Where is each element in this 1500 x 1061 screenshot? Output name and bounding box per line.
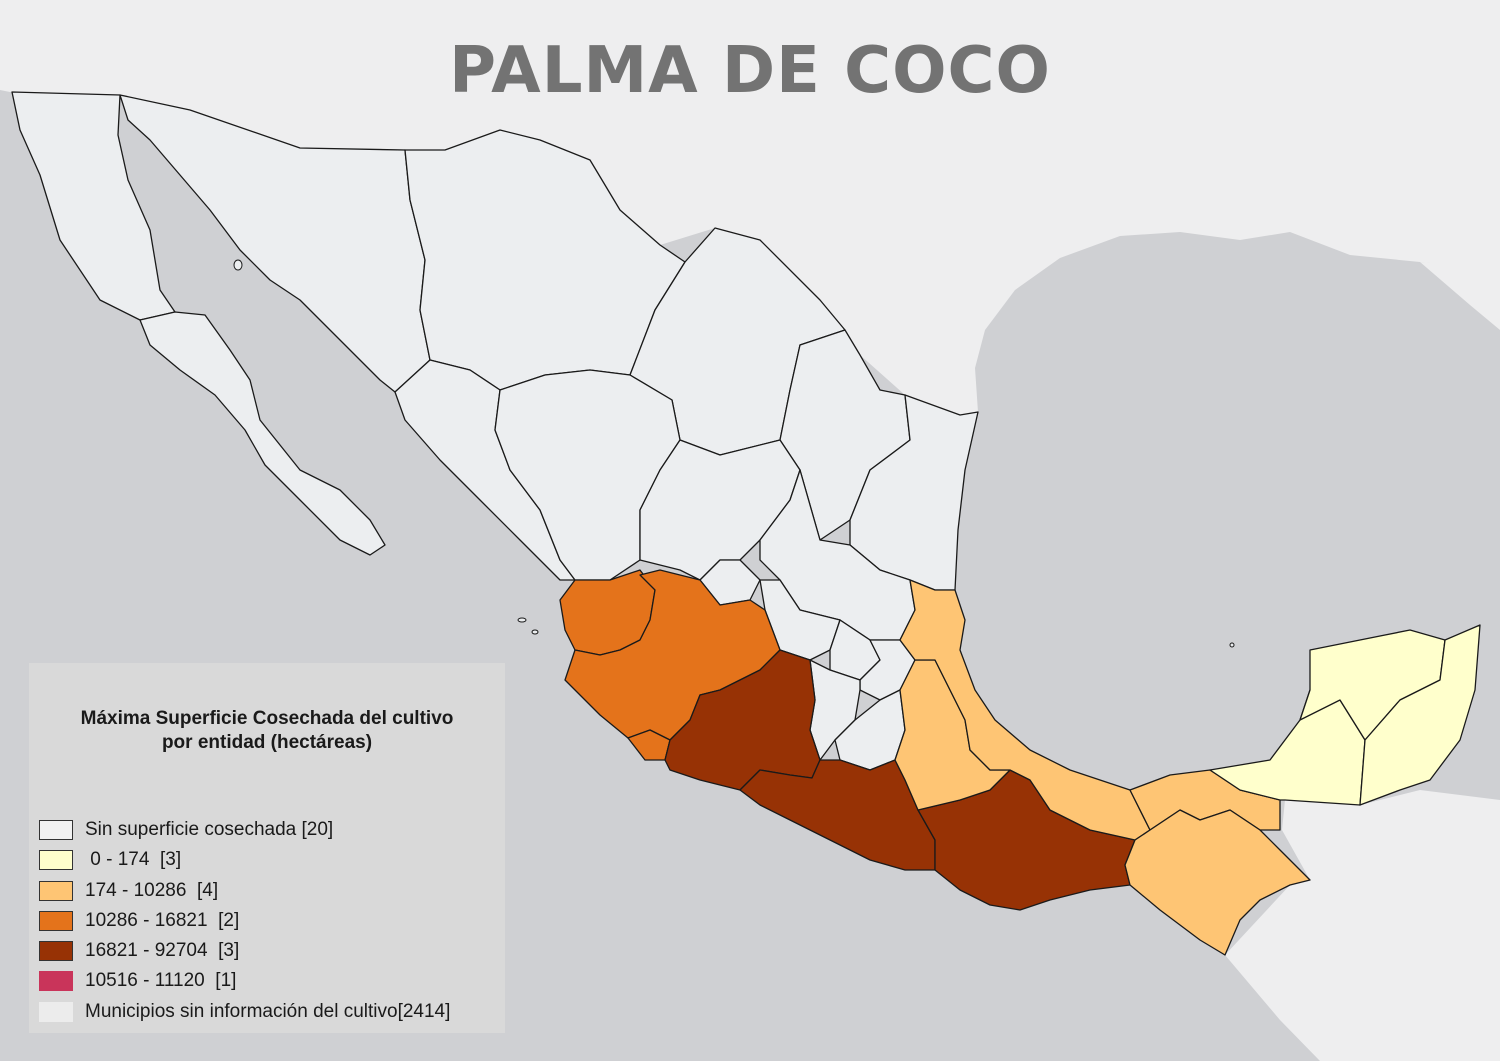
legend-item-sin-informacion: Municipios sin información del cultivo[2… bbox=[39, 1001, 450, 1023]
legend: Máxima Superficie Cosechada del cultivo … bbox=[29, 663, 505, 1033]
legend-label: 16821 - 92704 [3] bbox=[85, 940, 240, 961]
legend-title: Máxima Superficie Cosechada del cultivo … bbox=[17, 707, 517, 755]
legend-title-line2: por entidad (hectáreas) bbox=[161, 732, 373, 753]
legend-label: 174 - 10286 [4] bbox=[85, 880, 219, 901]
mexico-states bbox=[11, 91, 1481, 956]
legend-item-16821-92704: 16821 - 92704 [3] bbox=[39, 940, 239, 962]
state-quintana-roo bbox=[1359, 624, 1481, 806]
legend-item-0-174: 0 - 174 [3] bbox=[39, 849, 181, 871]
legend-swatch bbox=[39, 850, 73, 870]
legend-swatch bbox=[39, 881, 73, 901]
legend-label: 10286 - 16821 [2] bbox=[85, 910, 240, 931]
legend-label: 10516 - 11120 [1] bbox=[85, 970, 237, 991]
island bbox=[531, 629, 539, 635]
island bbox=[1229, 642, 1235, 648]
legend-swatch bbox=[39, 1002, 73, 1022]
state-veracruz bbox=[899, 579, 1151, 841]
legend-swatch bbox=[39, 911, 73, 931]
state-chiapas bbox=[1124, 809, 1311, 956]
legend-item-10286-16821: 10286 - 16821 [2] bbox=[39, 910, 239, 932]
land-usa bbox=[0, 0, 1500, 415]
legend-title-line1: Máxima Superficie Cosechada del cultivo bbox=[80, 708, 454, 729]
island bbox=[517, 617, 527, 623]
land-central-america bbox=[1225, 790, 1500, 1061]
islands bbox=[233, 259, 1235, 648]
legend-label: Municipios sin información del cultivo[2… bbox=[85, 1001, 451, 1022]
legend-swatch bbox=[39, 941, 73, 961]
legend-swatch bbox=[39, 820, 73, 840]
legend-swatch bbox=[39, 971, 73, 991]
legend-label: Sin superficie cosechada [20] bbox=[85, 819, 334, 840]
island bbox=[233, 259, 243, 271]
legend-item-sin-superficie: Sin superficie cosechada [20] bbox=[39, 819, 333, 841]
map-title: PALMA DE COCO bbox=[449, 34, 1051, 108]
legend-item-174-10286: 174 - 10286 [4] bbox=[39, 880, 218, 902]
legend-label: 0 - 174 [3] bbox=[85, 849, 182, 870]
state-michoacan bbox=[664, 649, 821, 791]
state-baja-california-sur bbox=[139, 311, 386, 556]
legend-item-10516-11120: 10516 - 11120 [1] bbox=[39, 970, 236, 992]
land-florida bbox=[1420, 262, 1500, 330]
